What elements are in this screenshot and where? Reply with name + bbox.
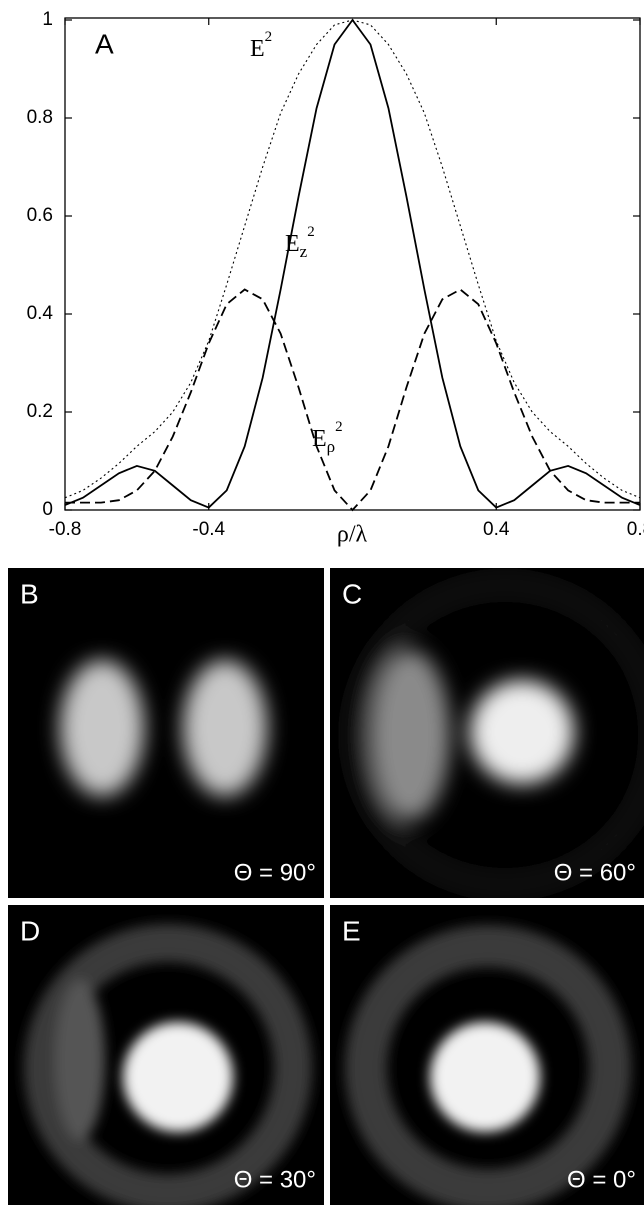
x-tick-label: 0.4 <box>483 519 510 540</box>
panel-d <box>8 905 324 1205</box>
panel-caption: Θ = 30° <box>234 1166 316 1193</box>
panel-e <box>330 905 644 1205</box>
x-tick-label: -0.8 <box>49 519 82 540</box>
panel-letter: B <box>20 578 39 609</box>
series-label: Eρ2 <box>312 419 343 455</box>
series-line <box>65 288 640 512</box>
panel-caption: Θ = 90° <box>234 859 316 886</box>
panel-letter: A <box>95 28 114 59</box>
y-tick-label: 0.2 <box>27 401 53 422</box>
x-axis-label: ρ/λ <box>337 522 368 548</box>
label-sup: 2 <box>307 224 315 240</box>
x-tick-label: 0.8 <box>627 519 644 540</box>
label-sup: 2 <box>265 29 273 45</box>
panel-letter: E <box>342 915 361 946</box>
label-sub: ρ <box>327 437 335 456</box>
y-tick-label: 0.6 <box>27 205 53 226</box>
label-sub: z <box>300 242 308 261</box>
y-tick-label: 0 <box>42 499 53 520</box>
panel-caption: Θ = 0° <box>567 1166 636 1193</box>
y-tick-label: 1 <box>42 9 53 30</box>
panel-b <box>8 568 324 898</box>
label-base: E <box>312 426 327 452</box>
series-line <box>64 18 641 509</box>
panel-c <box>330 568 644 898</box>
x-tick-label: -0.4 <box>192 519 225 540</box>
panel-letter: D <box>20 915 40 946</box>
series-label: Ez 2 <box>285 224 315 260</box>
panel-letter: C <box>342 578 362 609</box>
panel-caption: Θ = 60° <box>554 859 636 886</box>
label-base: E <box>250 36 265 62</box>
series-label: E2 <box>250 29 272 61</box>
y-tick-label: 0.8 <box>27 107 53 128</box>
plot-frame <box>64 17 641 511</box>
series-line <box>64 19 641 499</box>
label-sup: 2 <box>335 419 343 435</box>
label-base: E <box>285 231 300 257</box>
y-tick-label: 0.4 <box>27 303 54 324</box>
